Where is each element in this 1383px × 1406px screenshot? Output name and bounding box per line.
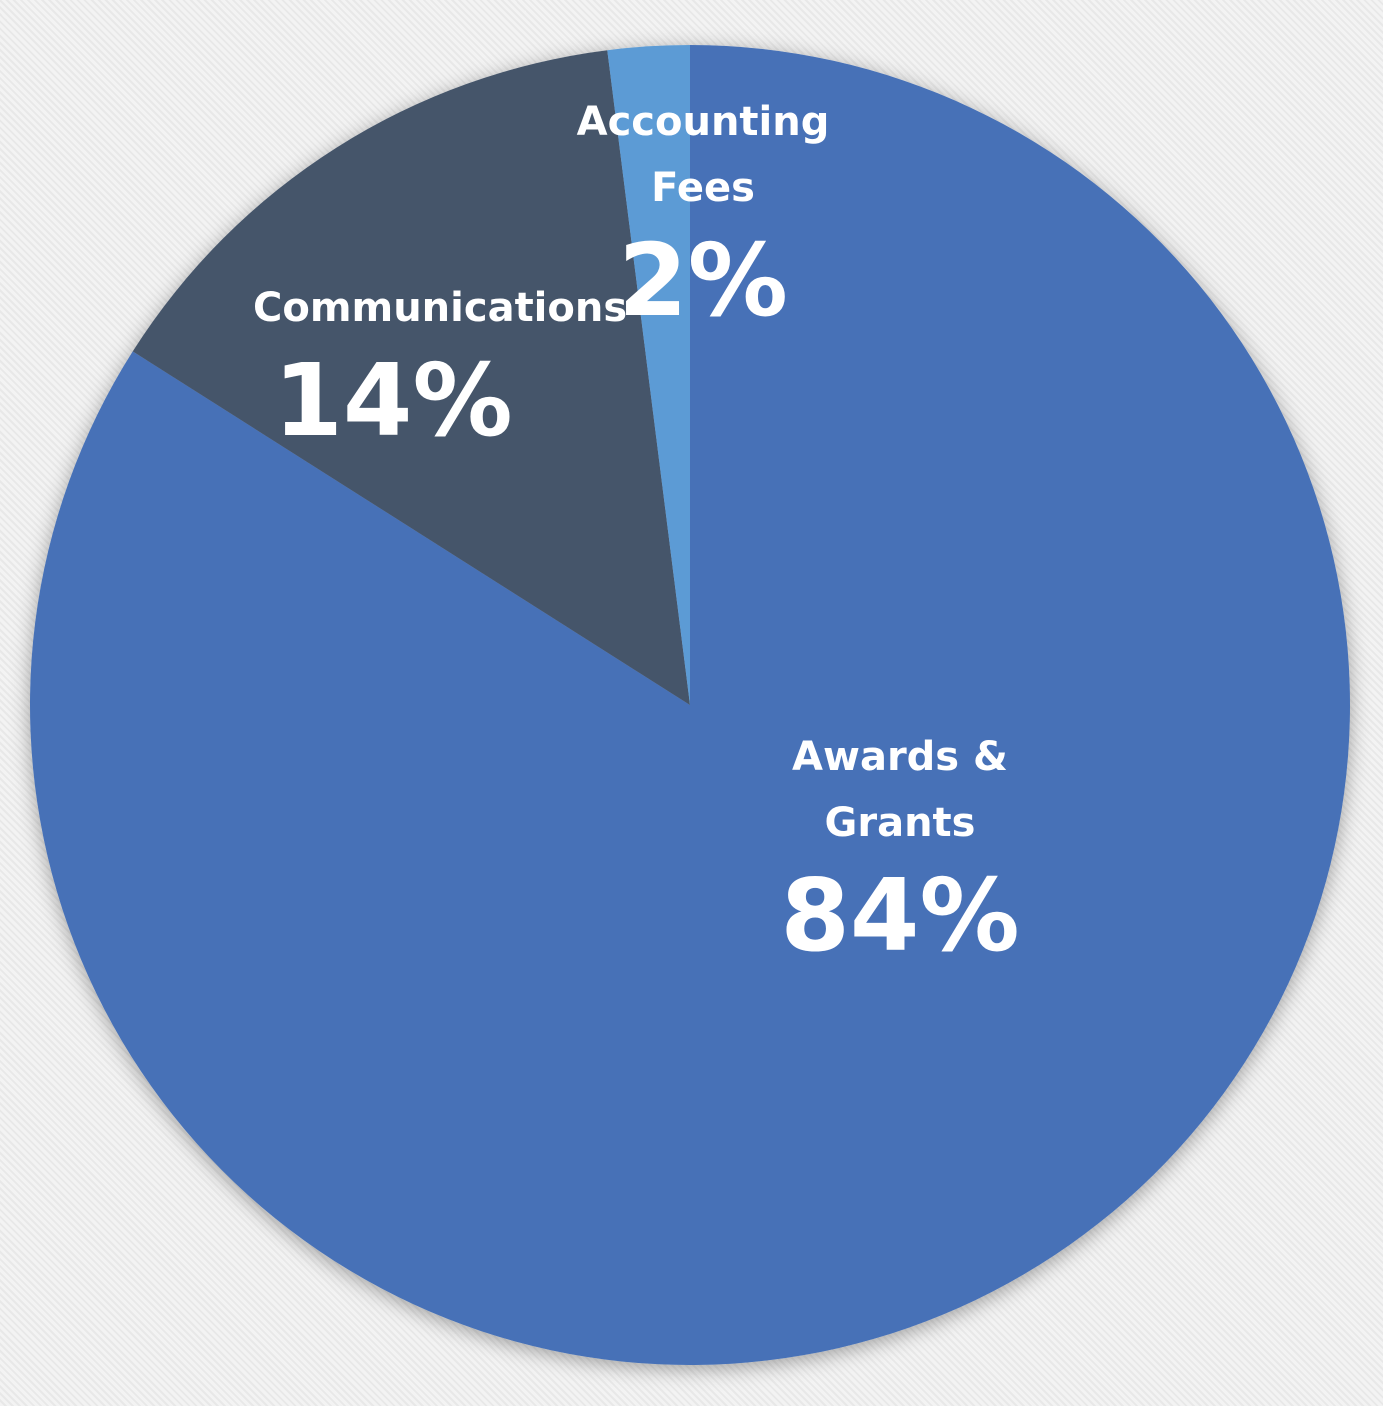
value-label: 2% (618, 222, 788, 339)
pie (29, 45, 1350, 1365)
category-label: Accounting Fees (576, 99, 830, 211)
data-label: Communications 14% (253, 275, 628, 461)
pie-slice (29, 45, 1350, 1365)
pie-slice (132, 50, 690, 706)
value-label: 14% (273, 342, 513, 459)
value-label: 84% (780, 857, 1020, 974)
pie-slice (607, 45, 690, 705)
category-label: Awards & Grants (792, 734, 1008, 846)
data-label: Awards & Grants 84% (760, 724, 1040, 976)
category-label: Communications (253, 285, 628, 331)
data-label: Accounting Fees 2% (563, 89, 843, 341)
